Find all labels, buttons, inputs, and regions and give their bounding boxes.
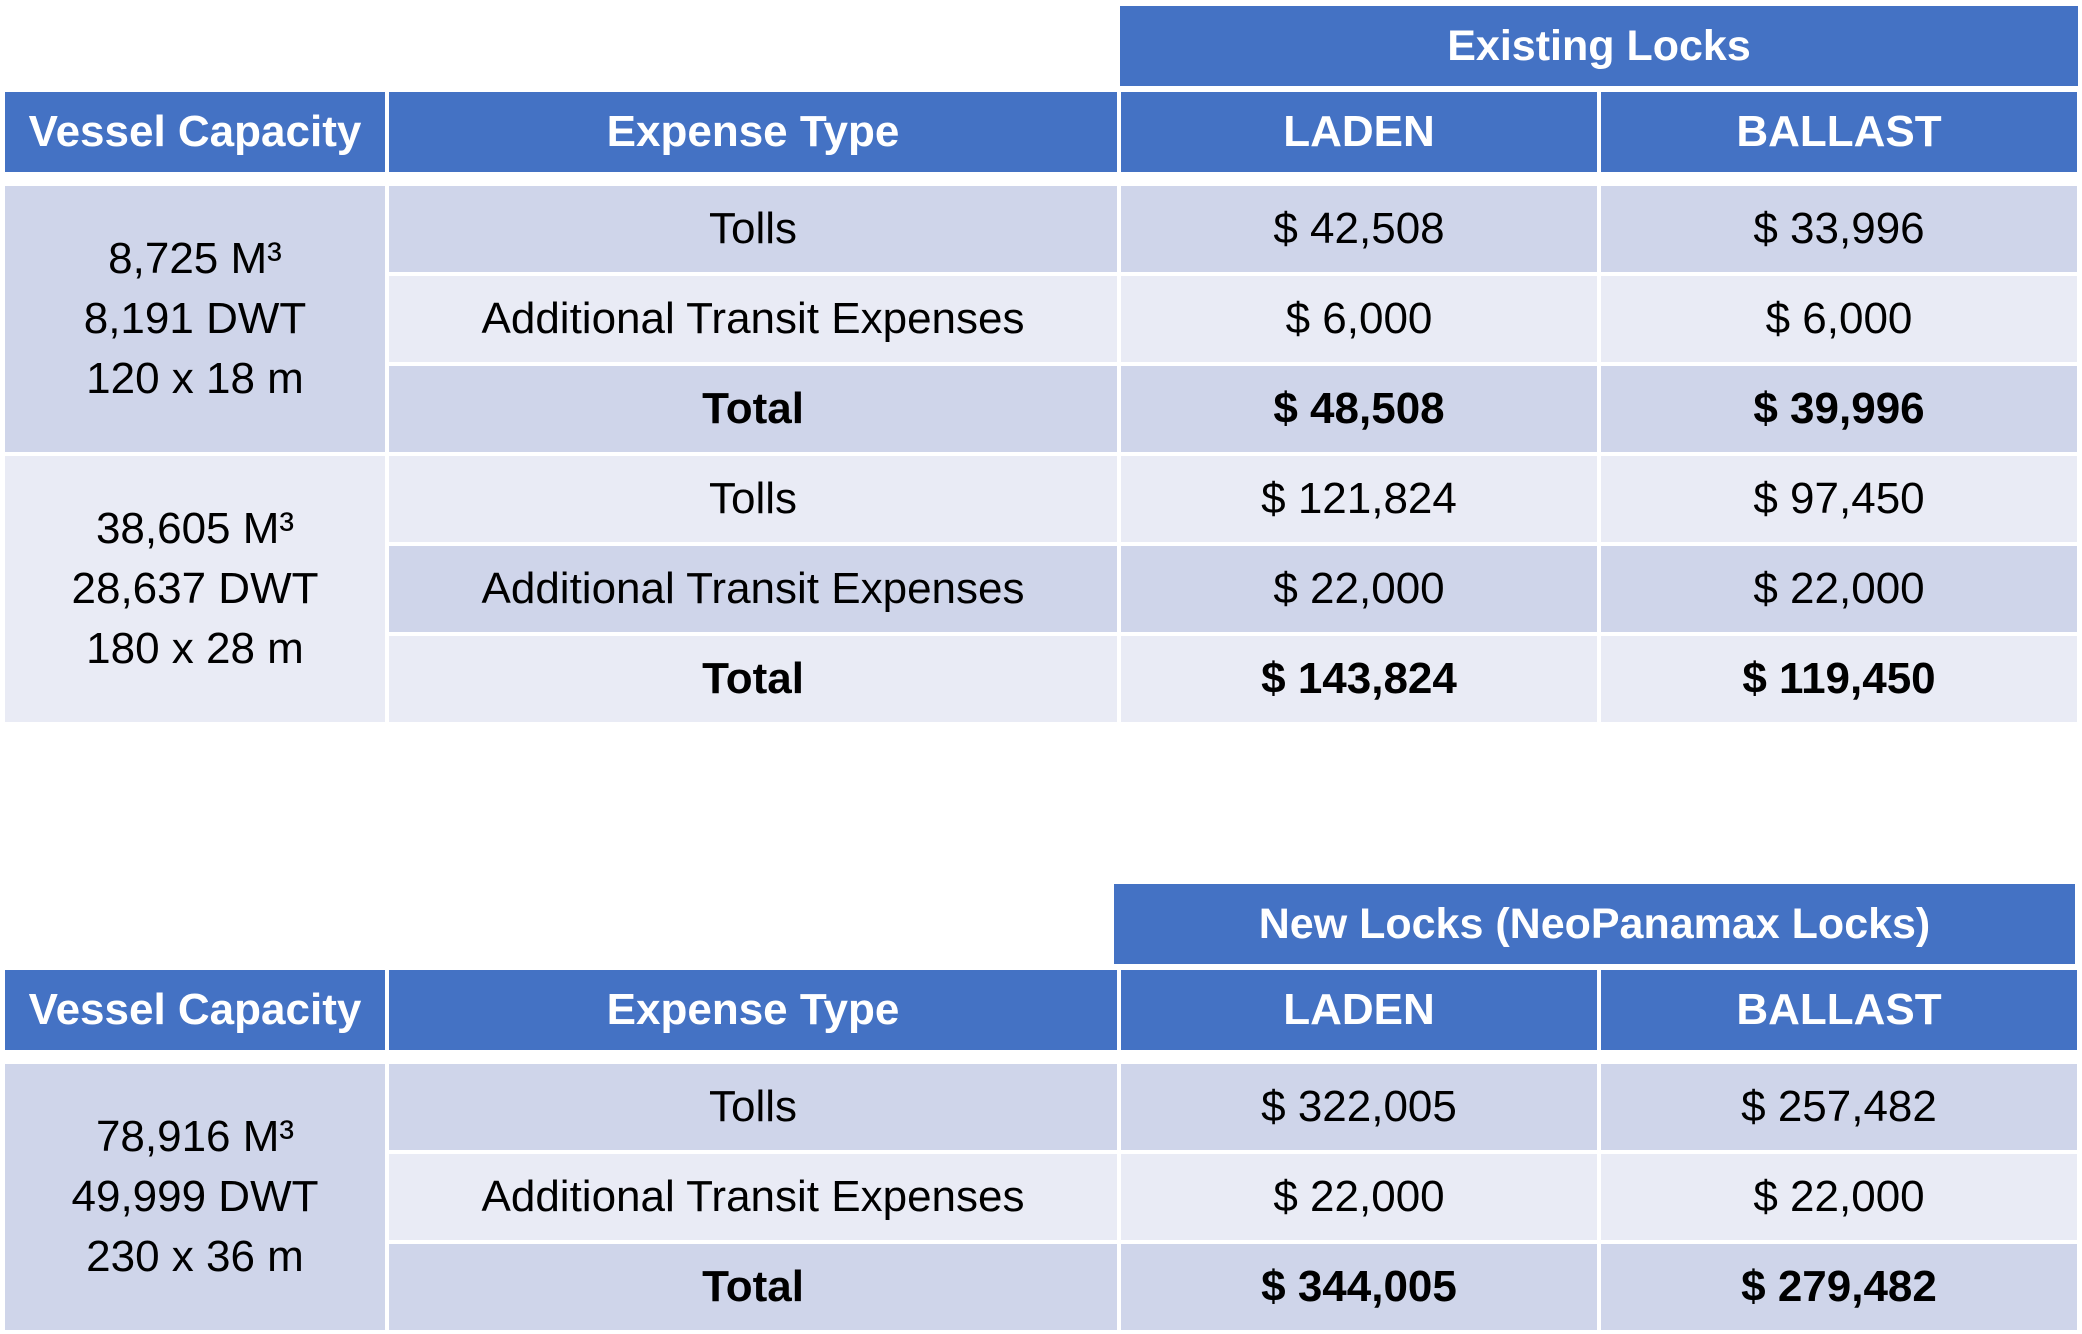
expense-type-cell: Additional Transit Expenses	[389, 1154, 1117, 1240]
header-laden: LADEN	[1121, 970, 1597, 1050]
header-vessel-capacity: Vessel Capacity	[5, 970, 385, 1050]
capacity-volume: 8,725 M³	[108, 234, 282, 283]
ballast-cell: $ 22,000	[1601, 546, 2077, 632]
existing-locks-table: Vessel Capacity Expense Type LADEN BALLA…	[1, 88, 2081, 726]
ballast-cell: $ 97,450	[1601, 456, 2077, 542]
ballast-cell: $ 22,000	[1601, 1154, 2077, 1240]
expense-type-cell: Total	[389, 1244, 1117, 1330]
vessel-capacity-cell: 78,916 M³ 49,999 DWT 230 x 36 m	[5, 1064, 385, 1330]
ballast-total-cell: $ 119,450	[1601, 636, 2077, 722]
expense-type-cell: Additional Transit Expenses	[389, 546, 1117, 632]
ballast-cell: $ 6,000	[1601, 276, 2077, 362]
expense-type-cell: Tolls	[389, 186, 1117, 272]
table-row: Additional Transit Expenses $ 22,000 $ 2…	[5, 1154, 2077, 1240]
spacer	[5, 1054, 2077, 1060]
table-row: 38,605 M³ 28,637 DWT 180 x 28 m Tolls $ …	[5, 456, 2077, 722]
capacity-dimensions: 230 x 36 m	[86, 1232, 304, 1281]
table-row: Total $ 48,508 $ 39,996	[5, 366, 2077, 452]
laden-cell: $ 22,000	[1121, 546, 1597, 632]
expense-type-cell: Tolls	[389, 1064, 1117, 1150]
laden-cell: $ 42,508	[1121, 186, 1597, 272]
header-ballast: BALLAST	[1601, 92, 2077, 172]
table-row: Total $ 143,824 $ 119,450	[5, 636, 2077, 722]
new-locks-table: Vessel Capacity Expense Type LADEN BALLA…	[1, 966, 2081, 1334]
vessel-capacity-cell: 8,725 M³ 8,191 DWT 120 x 18 m	[5, 186, 385, 452]
table-row: 78,916 M³ 49,999 DWT 230 x 36 m Tolls $ …	[5, 1064, 2077, 1330]
existing-locks-title: Existing Locks	[1120, 6, 2078, 86]
ballast-cell: $ 257,482	[1601, 1064, 2077, 1150]
expense-type-cell: Additional Transit Expenses	[389, 276, 1117, 362]
spacer	[5, 176, 2077, 182]
capacity-dwt: 28,637 DWT	[71, 564, 319, 613]
capacity-dimensions: 120 x 18 m	[86, 354, 304, 403]
laden-cell: $ 6,000	[1121, 276, 1597, 362]
laden-total-cell: $ 344,005	[1121, 1244, 1597, 1330]
capacity-volume: 38,605 M³	[95, 504, 295, 553]
laden-total-cell: $ 143,824	[1121, 636, 1597, 722]
table-row: Additional Transit Expenses $ 6,000 $ 6,…	[5, 276, 2077, 362]
ballast-total-cell: $ 279,482	[1601, 1244, 2077, 1330]
header-ballast: BALLAST	[1601, 970, 2077, 1050]
expense-type-cell: Total	[389, 636, 1117, 722]
table-row: Additional Transit Expenses $ 22,000 $ 2…	[5, 546, 2077, 632]
laden-cell: $ 22,000	[1121, 1154, 1597, 1240]
header-vessel-capacity: Vessel Capacity	[5, 92, 385, 172]
expense-type-cell: Total	[389, 366, 1117, 452]
vessel-capacity-cell: 38,605 M³ 28,637 DWT 180 x 28 m	[5, 456, 385, 722]
capacity-dwt: 8,191 DWT	[83, 294, 307, 343]
laden-cell: $ 121,824	[1121, 456, 1597, 542]
new-locks-title: New Locks (NeoPanamax Locks)	[1114, 884, 2075, 964]
capacity-volume: 78,916 M³	[95, 1112, 295, 1161]
expense-type-cell: Tolls	[389, 456, 1117, 542]
capacity-dimensions: 180 x 28 m	[86, 624, 304, 673]
header-expense-type: Expense Type	[389, 970, 1117, 1050]
header-laden: LADEN	[1121, 92, 1597, 172]
ballast-total-cell: $ 39,996	[1601, 366, 2077, 452]
laden-total-cell: $ 48,508	[1121, 366, 1597, 452]
ballast-cell: $ 33,996	[1601, 186, 2077, 272]
capacity-dwt: 49,999 DWT	[71, 1172, 319, 1221]
header-expense-type: Expense Type	[389, 92, 1117, 172]
table-row: 8,725 M³ 8,191 DWT 120 x 18 m Tolls $ 42…	[5, 186, 2077, 452]
table-row: Total $ 344,005 $ 279,482	[5, 1244, 2077, 1330]
laden-cell: $ 322,005	[1121, 1064, 1597, 1150]
